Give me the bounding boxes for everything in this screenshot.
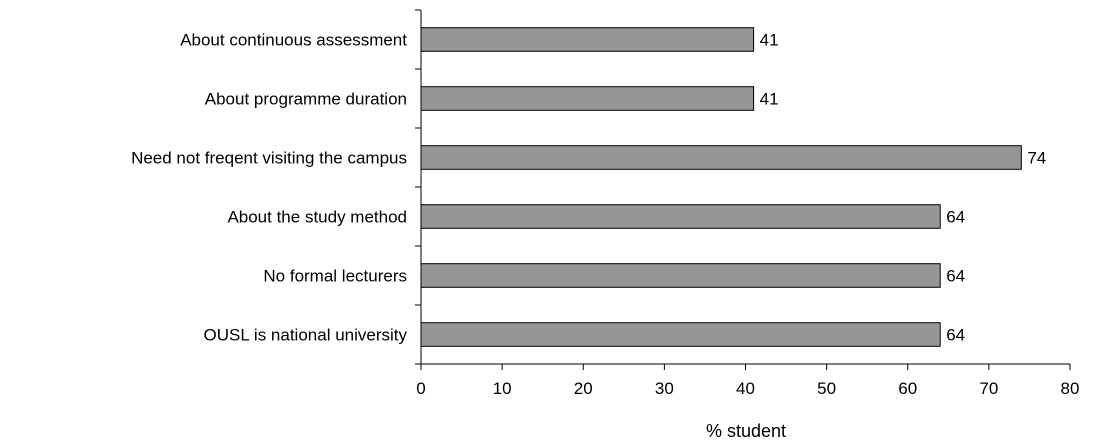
x-tick-label: 10 bbox=[493, 379, 512, 398]
x-tick-label: 50 bbox=[817, 379, 836, 398]
data-label: 64 bbox=[946, 267, 965, 286]
data-label: 64 bbox=[946, 326, 965, 345]
category-label: About continuous assessment bbox=[180, 31, 407, 50]
category-label: About the study method bbox=[227, 208, 407, 227]
labels: 0 10 20 30 40 50 60 70 80 About continuous assess… bbox=[131, 31, 1079, 399]
bar bbox=[420, 204, 941, 229]
category-label: OUSL is national university bbox=[204, 326, 408, 345]
data-label: 41 bbox=[760, 90, 779, 109]
axes bbox=[415, 9, 1071, 370]
category-label: No formal lecturers bbox=[263, 267, 407, 286]
bar bbox=[420, 86, 755, 111]
x-tick-label: 80 bbox=[1061, 379, 1080, 398]
x-tick-label: 20 bbox=[574, 379, 593, 398]
data-label: 74 bbox=[1027, 149, 1046, 168]
bars bbox=[420, 27, 1022, 347]
data-label: 64 bbox=[946, 208, 965, 227]
data-label: 41 bbox=[760, 31, 779, 50]
bar bbox=[420, 145, 1022, 170]
category-label: About programme duration bbox=[205, 90, 407, 109]
category-label: Need not freqent visiting the campus bbox=[131, 149, 407, 168]
x-tick-label: 30 bbox=[655, 379, 674, 398]
bar bbox=[420, 27, 755, 52]
x-tick-label: 70 bbox=[979, 379, 998, 398]
x-axis-title: % student bbox=[706, 421, 786, 441]
bar bbox=[420, 263, 941, 288]
x-tick-label: 0 bbox=[416, 379, 425, 398]
x-tick-label: 40 bbox=[736, 379, 755, 398]
x-tick-label: 60 bbox=[898, 379, 917, 398]
bar bbox=[420, 322, 941, 347]
